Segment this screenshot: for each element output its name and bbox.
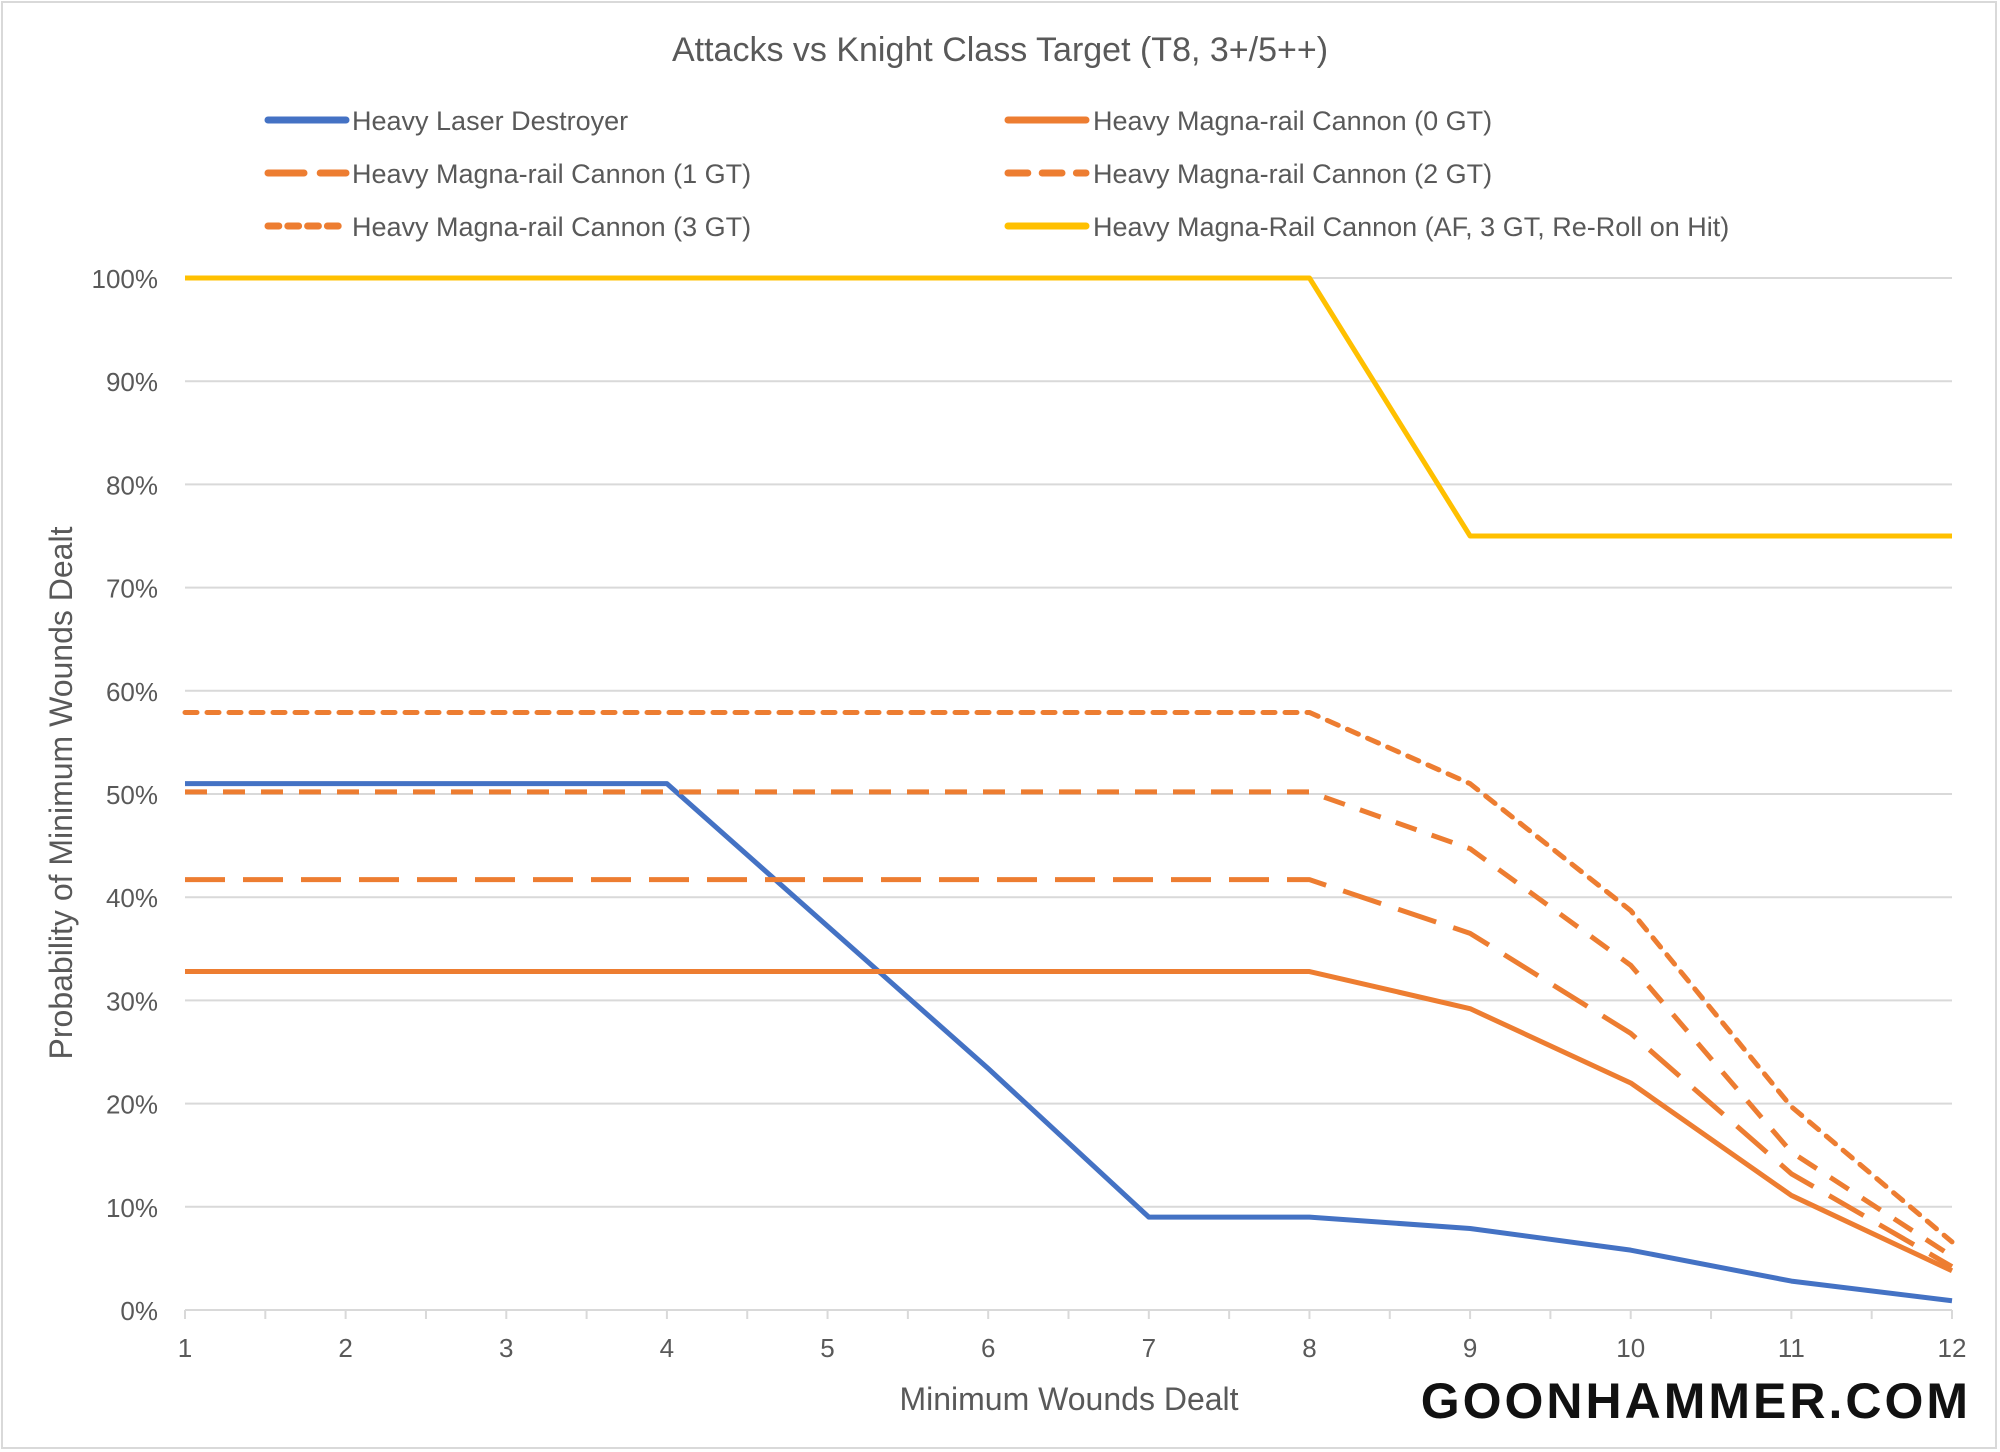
y-tick-label: 90% — [106, 367, 158, 397]
legend-label: Heavy Magna-rail Cannon (0 GT) — [1093, 106, 1492, 136]
x-tick-label: 4 — [660, 1333, 674, 1363]
y-axis-label: Probability of Minimum Wounds Dealt — [43, 526, 79, 1059]
x-tick-label: 6 — [981, 1333, 995, 1363]
series-line-0 — [185, 781, 1953, 1304]
series-lines — [182, 275, 1955, 1304]
y-tick-label: 60% — [106, 677, 158, 707]
x-tick-label: 5 — [820, 1333, 834, 1363]
y-tick-label: 0% — [120, 1296, 158, 1326]
series-line-2 — [185, 877, 1954, 1269]
y-tick-label: 100% — [92, 264, 159, 294]
x-tick-label: 2 — [338, 1333, 352, 1363]
x-tick-label: 7 — [1142, 1333, 1156, 1363]
legend-label: Heavy Magna-rail Cannon (2 GT) — [1093, 159, 1492, 189]
legend-label: Heavy Laser Destroyer — [352, 106, 628, 136]
y-tick-label: 40% — [106, 883, 158, 913]
series-line-1 — [185, 969, 1954, 1274]
gridlines — [185, 277, 1952, 1208]
x-tick-label: 1 — [178, 1333, 192, 1363]
watermark: GOONHAMMER.COM — [1421, 1373, 1971, 1429]
legend-label: Heavy Magna-rail Cannon (3 GT) — [352, 212, 751, 242]
y-tick-label: 50% — [106, 780, 158, 810]
series-line-5 — [185, 275, 1952, 539]
y-tick-label: 70% — [106, 574, 158, 604]
x-axis-label: Minimum Wounds Dealt — [899, 1381, 1238, 1417]
series-line-4 — [182, 709, 1955, 1245]
y-tick-label: 10% — [106, 1193, 158, 1223]
x-tick-label: 10 — [1616, 1333, 1645, 1363]
y-tick-label: 80% — [106, 470, 158, 500]
legend: Heavy Laser Destroyer Heavy Magna-rail Ca… — [264, 106, 1729, 242]
legend-label: Heavy Magna-Rail Cannon (AF, 3 GT, Re-Ro… — [1093, 212, 1729, 242]
y-tick-label: 20% — [106, 1090, 158, 1120]
x-tick-label: 11 — [1778, 1333, 1805, 1363]
x-tick-label: 12 — [1938, 1333, 1967, 1363]
x-tick-label: 3 — [499, 1333, 513, 1363]
chart-title: Attacks vs Knight Class Target (T8, 3+/5… — [672, 31, 1328, 69]
x-tick-label: 8 — [1302, 1333, 1316, 1363]
y-tick-label: 30% — [106, 986, 158, 1016]
series-line-3 — [185, 789, 1954, 1259]
x-tick-label: 9 — [1463, 1333, 1477, 1363]
axes: 0%10%20%30%40%50%60%70%80%90%100%1 2 3 4 5 6 7… — [92, 264, 1967, 1363]
legend-label: Heavy Magna-rail Cannon (1 GT) — [352, 159, 751, 189]
